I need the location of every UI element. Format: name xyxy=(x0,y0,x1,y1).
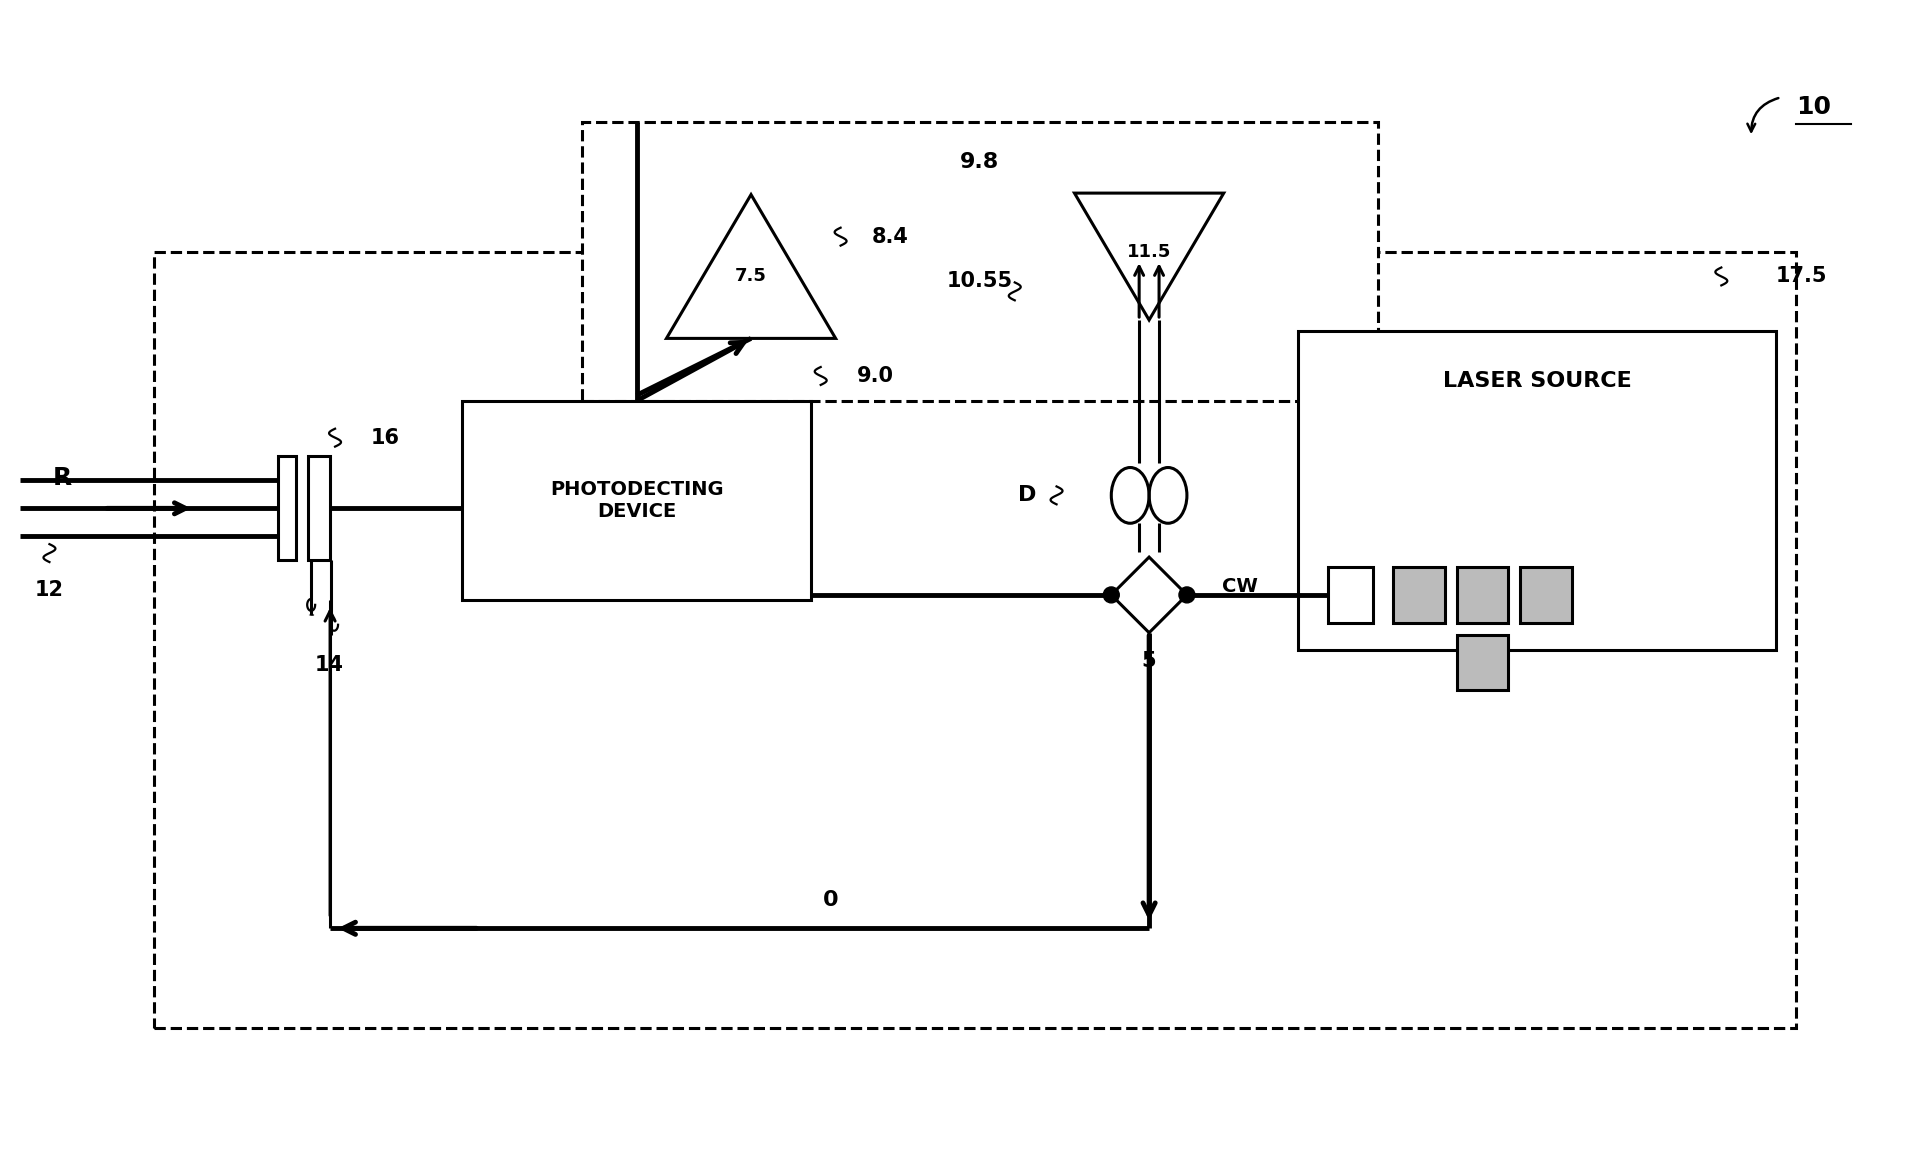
Text: 5: 5 xyxy=(1143,651,1156,670)
Text: 9.0: 9.0 xyxy=(857,366,894,386)
Text: 10.55: 10.55 xyxy=(948,271,1013,291)
Text: CW: CW xyxy=(1222,577,1258,597)
Bar xyxy=(1299,331,1776,650)
Text: LASER SOURCE: LASER SOURCE xyxy=(1444,371,1631,391)
Bar xyxy=(1328,567,1372,623)
Bar xyxy=(1457,635,1509,690)
Bar xyxy=(154,252,1797,1028)
Bar xyxy=(278,455,295,560)
Text: PHOTODECTING
DEVICE: PHOTODECTING DEVICE xyxy=(550,480,724,521)
Bar xyxy=(1393,567,1446,623)
Text: 11.5: 11.5 xyxy=(1127,243,1172,261)
Bar xyxy=(1457,567,1509,623)
Text: 9.8: 9.8 xyxy=(961,152,1000,172)
Text: 17.5: 17.5 xyxy=(1776,267,1828,286)
Circle shape xyxy=(1104,586,1119,603)
Circle shape xyxy=(1179,586,1195,603)
Text: D: D xyxy=(1017,485,1036,505)
Text: 7.5: 7.5 xyxy=(735,268,766,285)
Text: 8.4: 8.4 xyxy=(872,227,909,246)
Text: 12: 12 xyxy=(35,580,64,600)
Text: R: R xyxy=(52,467,71,490)
Bar xyxy=(463,401,811,600)
Text: 0: 0 xyxy=(822,890,838,911)
Bar xyxy=(309,455,330,560)
Bar xyxy=(1521,567,1573,623)
Text: 14: 14 xyxy=(315,654,344,675)
Text: 10: 10 xyxy=(1797,95,1832,120)
Bar xyxy=(581,122,1378,401)
Text: 16: 16 xyxy=(371,428,400,447)
